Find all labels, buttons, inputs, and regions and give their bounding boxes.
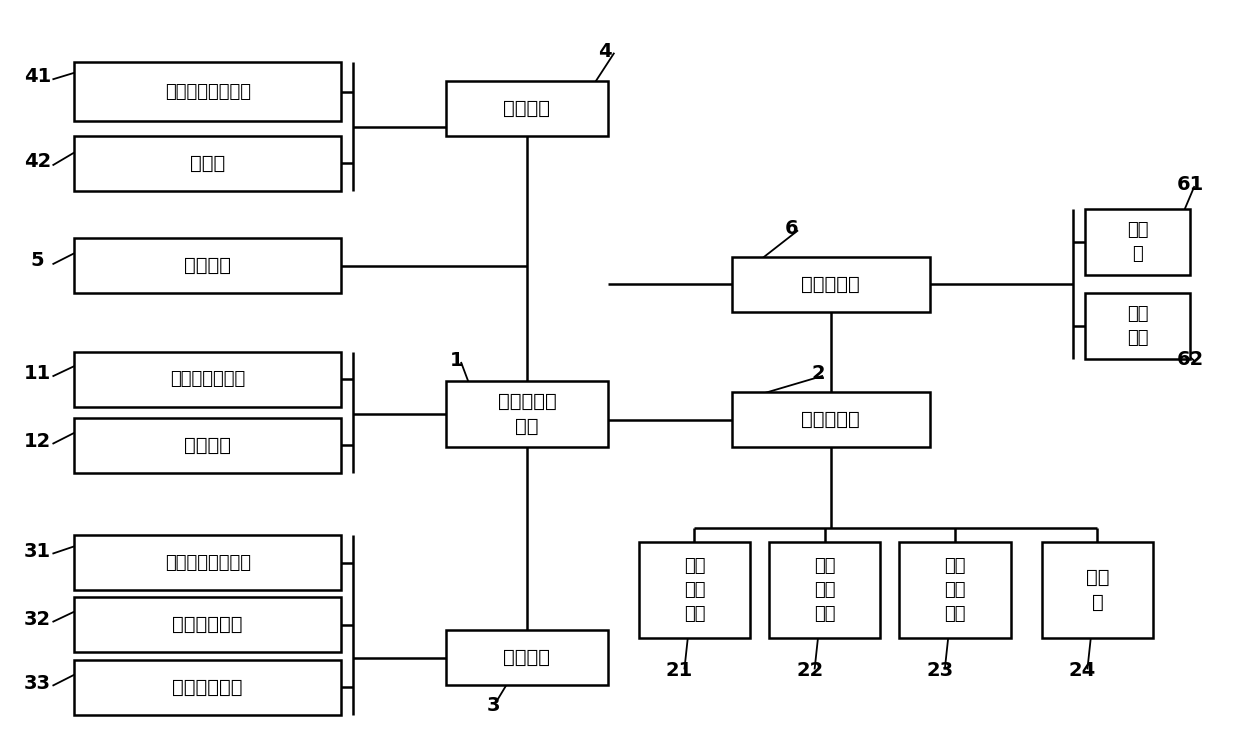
Text: 交流
共享
模块: 交流 共享 模块 bbox=[813, 558, 836, 622]
Text: 5: 5 bbox=[31, 251, 43, 270]
Text: 11: 11 bbox=[24, 364, 51, 383]
Text: 24: 24 bbox=[1069, 661, 1096, 680]
Text: 学生身份认证模块: 学生身份认证模块 bbox=[165, 83, 250, 100]
Text: 41: 41 bbox=[24, 67, 51, 86]
Text: 6: 6 bbox=[785, 219, 797, 238]
Text: 22: 22 bbox=[796, 661, 823, 680]
FancyBboxPatch shape bbox=[446, 630, 608, 685]
Text: 3: 3 bbox=[487, 696, 500, 715]
FancyBboxPatch shape bbox=[74, 136, 341, 191]
Text: 4: 4 bbox=[599, 42, 611, 61]
FancyBboxPatch shape bbox=[74, 597, 341, 652]
Text: 云实验平台: 云实验平台 bbox=[801, 410, 861, 429]
Text: 62: 62 bbox=[1177, 350, 1204, 369]
Text: 23: 23 bbox=[926, 661, 954, 680]
Text: 33: 33 bbox=[24, 674, 51, 693]
FancyBboxPatch shape bbox=[446, 81, 608, 136]
Text: 教师身份认证模块: 教师身份认证模块 bbox=[165, 553, 250, 572]
FancyBboxPatch shape bbox=[1085, 209, 1190, 275]
Text: 42: 42 bbox=[24, 152, 51, 171]
Text: 监督终端: 监督终端 bbox=[185, 257, 231, 275]
Text: 实验室资源: 实验室资源 bbox=[801, 275, 861, 293]
Text: 视频采集模块: 视频采集模块 bbox=[172, 616, 243, 634]
Text: 实验
考评
模块: 实验 考评 模块 bbox=[944, 558, 966, 622]
Text: 2: 2 bbox=[812, 364, 825, 383]
FancyBboxPatch shape bbox=[1085, 293, 1190, 359]
Text: 计算
机: 计算 机 bbox=[1127, 221, 1148, 262]
FancyBboxPatch shape bbox=[639, 542, 750, 638]
Text: 教师终端: 教师终端 bbox=[503, 649, 551, 667]
FancyBboxPatch shape bbox=[74, 660, 341, 715]
Text: 桌面虚拟化
系统: 桌面虚拟化 系统 bbox=[497, 392, 557, 436]
FancyBboxPatch shape bbox=[899, 542, 1011, 638]
Text: 音视频处理模块: 音视频处理模块 bbox=[170, 370, 246, 388]
Text: 在线
实验
模块: 在线 实验 模块 bbox=[683, 558, 706, 622]
Text: 12: 12 bbox=[24, 432, 51, 451]
Text: 音频采集模块: 音频采集模块 bbox=[172, 678, 243, 696]
Text: 32: 32 bbox=[24, 610, 51, 629]
FancyBboxPatch shape bbox=[769, 542, 880, 638]
Text: 61: 61 bbox=[1177, 175, 1204, 194]
Text: 1: 1 bbox=[450, 351, 463, 370]
FancyBboxPatch shape bbox=[74, 535, 341, 590]
FancyBboxPatch shape bbox=[74, 238, 341, 293]
Text: 播放器: 播放器 bbox=[190, 154, 226, 172]
FancyBboxPatch shape bbox=[1042, 542, 1153, 638]
Text: 21: 21 bbox=[666, 661, 693, 680]
Text: 学生终端: 学生终端 bbox=[503, 99, 551, 117]
FancyBboxPatch shape bbox=[732, 392, 930, 447]
FancyBboxPatch shape bbox=[732, 257, 930, 312]
FancyBboxPatch shape bbox=[74, 62, 341, 121]
FancyBboxPatch shape bbox=[74, 352, 341, 407]
Text: 31: 31 bbox=[24, 542, 51, 561]
FancyBboxPatch shape bbox=[446, 381, 608, 447]
Text: 控制模块: 控制模块 bbox=[185, 436, 231, 454]
Text: 数据
库: 数据 库 bbox=[1086, 568, 1109, 612]
Text: 实验
装置: 实验 装置 bbox=[1127, 306, 1148, 347]
FancyBboxPatch shape bbox=[74, 418, 341, 473]
